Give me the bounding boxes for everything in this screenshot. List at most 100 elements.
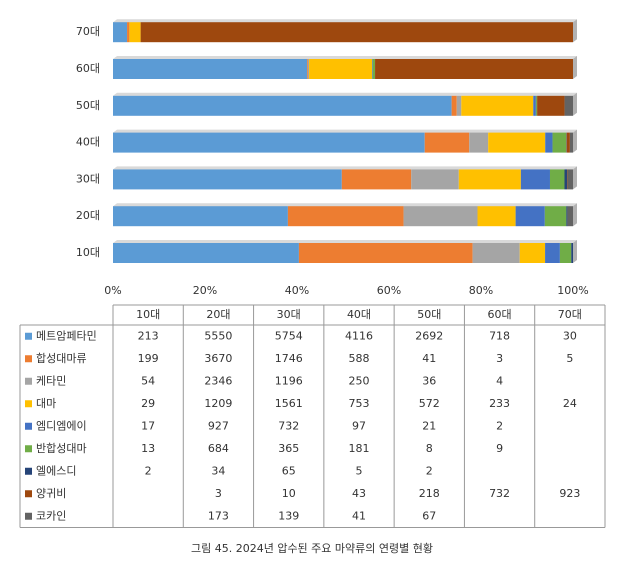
bar-segment [515,206,545,227]
table-cell: 233 [489,397,510,410]
bar-segment [127,22,130,43]
legend-label: 양귀비 [36,487,66,500]
legend-label: 대마 [36,397,56,410]
bar-segment [564,95,573,116]
bar-segment [307,59,310,79]
legend-swatch [25,490,32,498]
table-cell: 8 [426,442,433,455]
table-cell: 732 [278,419,299,432]
table-cell: 29 [141,397,155,410]
table-cell: 181 [349,442,370,455]
bar-segment [307,59,308,79]
table-cell: 54 [141,374,155,387]
table-cell: 684 [208,442,229,455]
bar-segment [113,206,288,227]
legend-label: 합성대마류 [36,352,87,365]
y-tick-label: 60대 [76,62,100,75]
table-header: 40대 [347,308,371,321]
legend-swatch [25,332,32,340]
bar-segment [113,243,299,263]
table-cell: 9 [496,442,503,455]
bar-segment [287,206,404,227]
legend-label: 반합성대마 [36,442,87,455]
legend-label: 메트암페타민 [36,329,97,342]
y-tick-label: 10대 [76,246,100,259]
bar-segment [403,206,478,227]
bar-top [113,166,577,170]
bar-segment [129,22,141,43]
bar-segment [520,169,550,190]
bar-segment [113,95,452,116]
table-cell: 1209 [204,397,232,410]
table-cell: 2692 [415,329,443,342]
table-cell: 732 [489,487,510,500]
bar-segment [519,243,546,263]
table-cell: 3 [496,352,503,365]
bar-segment [545,132,553,153]
bar-segment [566,206,568,227]
bar-segment [113,169,342,190]
table-cell: 1196 [275,374,303,387]
legend-swatch [25,377,32,385]
bar-segment [113,59,308,79]
bar-segment [140,22,573,43]
bar-segment [451,95,457,116]
bar-segment [535,95,537,116]
bar-segment [113,22,128,43]
legend-swatch [25,400,32,408]
table-header: 20대 [206,308,230,321]
table-cell: 41 [352,509,366,522]
y-tick-label: 20대 [76,209,100,222]
bar-segment [533,95,536,116]
table-cell: 5 [356,464,363,477]
bar-segment [411,169,459,190]
table-cell: 21 [422,419,436,432]
x-tick-label: 40% [285,284,309,297]
table-cell: 65 [282,464,296,477]
x-tick-label: 80% [469,284,493,297]
bar-side [573,129,577,153]
bar-top [113,203,577,207]
bar-segment [113,132,425,153]
table-cell: 199 [138,352,159,365]
bar-segment [375,59,573,79]
table-cell: 97 [352,419,366,432]
legend-swatch [25,512,32,520]
legend-swatch [25,467,32,475]
bar-top [113,92,577,96]
table-cell: 4116 [345,329,373,342]
table-header: 10대 [136,308,160,321]
table-cell: 927 [208,419,229,432]
bar-top [113,56,577,59]
legend-swatch [25,422,32,430]
table-cell: 365 [278,442,299,455]
table-cell: 67 [422,509,436,522]
legend-label: 엘에스디 [36,464,76,477]
bar-segment [372,59,376,79]
x-tick-label: 20% [193,284,217,297]
bar-segment [461,95,534,116]
table-cell: 588 [349,352,370,365]
bar-top [113,129,577,133]
table-cell: 250 [349,374,370,387]
table-header: 70대 [558,308,582,321]
table-cell: 24 [563,397,577,410]
table-cell: 1746 [275,352,303,365]
table-cell: 3670 [204,352,232,365]
bar-segment [309,59,373,79]
table-cell: 5550 [204,329,232,342]
bar-top [113,19,577,23]
table-cell: 17 [141,419,155,432]
bar-side [573,19,577,43]
table-cell: 139 [278,509,299,522]
table-cell: 753 [349,397,370,410]
bar-side [573,166,577,190]
table-cell: 1561 [275,397,303,410]
bar-top [113,240,577,243]
bar-segment [424,132,470,153]
table-header: 60대 [488,308,512,321]
bar-segment [567,169,573,190]
bar-segment [472,243,520,263]
x-tick-label: 100% [557,284,588,297]
bar-segment [458,169,521,190]
